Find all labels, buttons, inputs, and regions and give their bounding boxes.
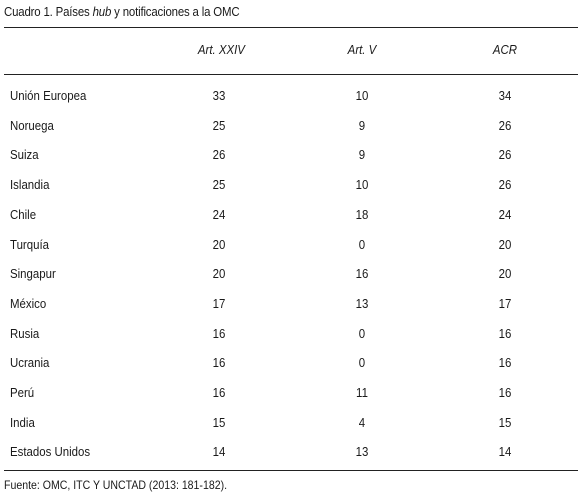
acr-cell: 14 <box>498 444 512 460</box>
acr-cell: 26 <box>498 177 512 193</box>
art-xxiv-cell: 16 <box>212 385 226 400</box>
art-xxiv-cell: 26 <box>212 147 226 163</box>
country-cell: Singapur <box>10 266 56 282</box>
bottom-rule <box>4 470 578 471</box>
art-xxiv-cell: 20 <box>212 266 226 282</box>
art-xxiv-cell: 16 <box>212 325 226 341</box>
table-row: Unión Europea 33 10 34 <box>0 88 580 118</box>
art-v-cell: 0 <box>358 355 366 371</box>
art-xxiv-cell: 17 <box>212 295 226 311</box>
acr-cell: 17 <box>498 295 512 311</box>
top-rule <box>4 27 578 28</box>
art-xxiv-cell: 24 <box>212 206 226 222</box>
country-cell: Noruega <box>10 117 54 133</box>
country-cell: Suiza <box>10 147 39 163</box>
table-row: México 17 13 17 <box>0 296 580 326</box>
art-v-cell: 11 <box>356 385 368 400</box>
country-cell: Perú <box>10 385 35 400</box>
acr-cell: 20 <box>498 266 512 282</box>
acr-cell: 16 <box>498 355 512 371</box>
source-note: Fuente: OMC, ITC Y UNCTAD (2013: 181-182… <box>4 478 228 492</box>
table-row: Estados Unidos 14 13 14 <box>0 444 580 474</box>
art-v-cell: 0 <box>358 236 366 252</box>
country-cell: Rusia <box>10 325 40 341</box>
acr-cell: 16 <box>498 385 512 400</box>
table-row: Ucrania 16 0 16 <box>0 355 580 385</box>
table-row: India 15 4 15 <box>0 415 580 445</box>
table-row: Chile 24 18 24 <box>0 207 580 237</box>
header-rule <box>4 74 578 75</box>
country-cell: Islandia <box>10 177 50 193</box>
column-header-acr: ACR <box>492 42 518 57</box>
table-row: Noruega 25 9 26 <box>0 118 580 148</box>
country-cell: Chile <box>10 206 37 222</box>
art-v-cell: 16 <box>355 266 369 282</box>
title-italic: hub <box>92 4 112 19</box>
art-v-cell: 13 <box>355 295 369 311</box>
country-cell: Turquía <box>10 236 50 252</box>
art-xxiv-cell: 25 <box>212 177 226 193</box>
art-v-cell: 9 <box>358 117 366 133</box>
table-row: Perú 16 11 16 <box>0 385 580 415</box>
country-cell: India <box>10 414 35 430</box>
art-xxiv-cell: 14 <box>212 444 226 460</box>
art-xxiv-cell: 25 <box>212 117 226 133</box>
art-v-cell: 0 <box>358 325 366 341</box>
art-v-cell: 4 <box>358 414 366 430</box>
table-title: Cuadro 1. Países hub y notificaciones a … <box>4 4 240 19</box>
table-row: Rusia 16 0 16 <box>0 326 580 356</box>
art-v-cell: 13 <box>355 444 369 460</box>
acr-cell: 26 <box>498 147 512 163</box>
acr-cell: 24 <box>498 206 512 222</box>
acr-cell: 15 <box>498 414 512 430</box>
country-cell: Estados Unidos <box>10 444 91 460</box>
table-row: Islandia 25 10 26 <box>0 177 580 207</box>
title-prefix: Cuadro 1. Países <box>4 4 93 19</box>
country-cell: México <box>10 295 47 311</box>
acr-cell: 34 <box>498 88 512 103</box>
country-cell: Ucrania <box>10 355 50 371</box>
art-v-cell: 10 <box>355 88 369 103</box>
table-row: Turquía 20 0 20 <box>0 237 580 267</box>
art-v-cell: 18 <box>355 206 369 222</box>
country-cell: Unión Europea <box>10 88 87 103</box>
art-v-cell: 9 <box>358 147 366 163</box>
art-xxiv-cell: 16 <box>212 355 226 371</box>
column-header-art-xxiv: Art. XXIV <box>197 42 245 57</box>
art-v-cell: 10 <box>355 177 369 193</box>
column-header-art-v: Art. V <box>347 42 377 57</box>
art-xxiv-cell: 15 <box>212 414 226 430</box>
acr-cell: 20 <box>498 236 512 252</box>
art-xxiv-cell: 33 <box>212 88 226 103</box>
table-row: Suiza 26 9 26 <box>0 147 580 177</box>
art-xxiv-cell: 20 <box>212 236 226 252</box>
acr-cell: 16 <box>498 325 512 341</box>
acr-cell: 26 <box>498 117 512 133</box>
title-suffix: y notificaciones a la OMC <box>111 4 240 19</box>
table-row: Singapur 20 16 20 <box>0 266 580 296</box>
